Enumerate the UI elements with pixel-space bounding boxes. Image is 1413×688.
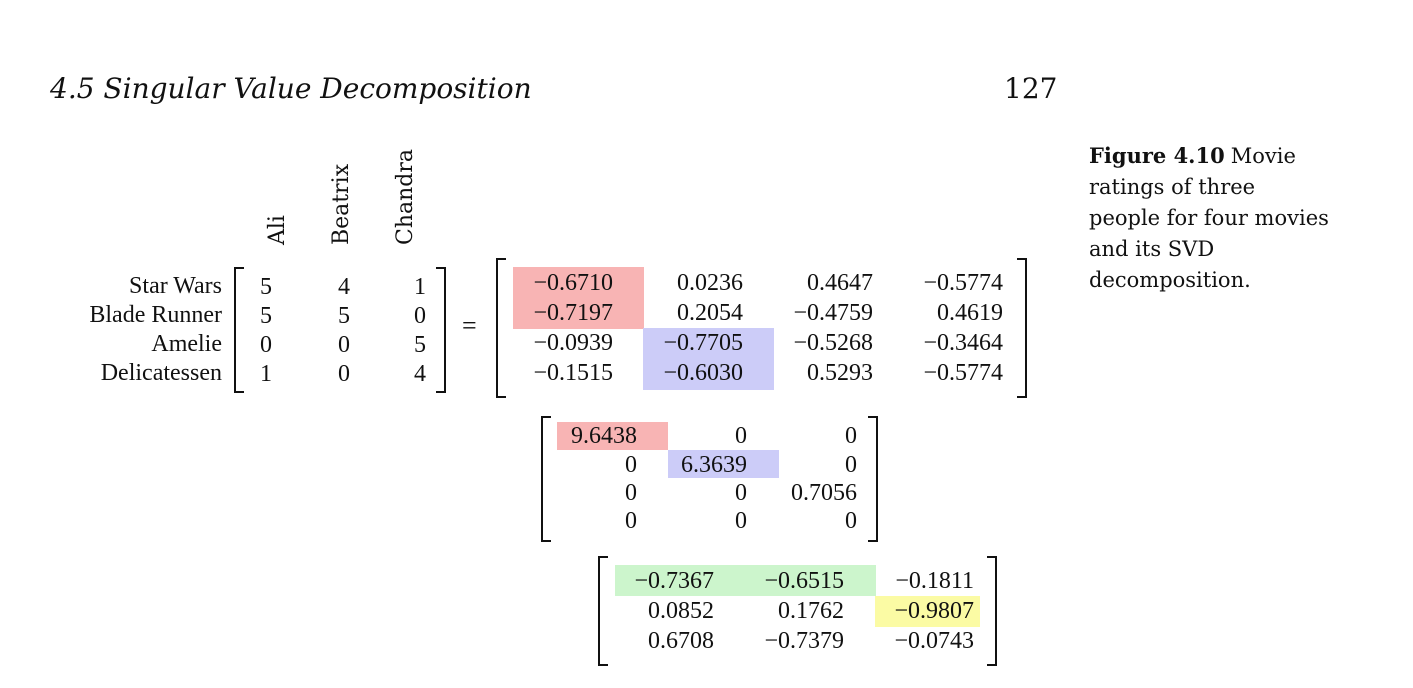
sigma-cell: 0 [845, 452, 857, 478]
u-cell: −0.3464 [923, 330, 1003, 356]
u-cell: −0.0939 [533, 330, 613, 356]
u-cell: −0.7197 [533, 300, 613, 326]
vt-cell: −0.7367 [634, 568, 714, 594]
ratings-cell: 5 [260, 303, 272, 329]
u-cell: −0.5268 [793, 330, 873, 356]
u-cell: 0.2054 [677, 300, 743, 326]
u-cell: 0.0236 [677, 270, 743, 296]
u-cell: 0.4647 [807, 270, 873, 296]
sigma-highlight-red [557, 422, 668, 450]
sigma-cell: 0 [845, 423, 857, 449]
u-cell: −0.6030 [663, 360, 743, 386]
column-header-ali: Ali [265, 215, 290, 245]
sigma-cell: 0 [735, 480, 747, 506]
vt-cell: −0.0743 [894, 628, 974, 654]
row-label-amelie: Amelie [151, 331, 222, 357]
vt-cell: −0.9807 [894, 598, 974, 624]
sigma-cell: 0 [845, 508, 857, 534]
ratings-cell: 5 [338, 303, 350, 329]
ratings-matrix-left-bracket [234, 267, 244, 393]
row-label-star-wars: Star Wars [129, 273, 222, 299]
ratings-matrix-right-bracket [436, 267, 446, 393]
page-number: 127 [1004, 72, 1058, 105]
sigma-cell: 6.3639 [681, 452, 747, 478]
u-cell: −0.5774 [923, 270, 1003, 296]
vt-highlight-green [615, 565, 876, 596]
sigma-cell: 0 [625, 480, 637, 506]
sigma-cell: 9.6438 [571, 423, 637, 449]
ratings-cell: 4 [338, 274, 350, 300]
sigma-cell: 0 [735, 423, 747, 449]
sigma-highlight-blue [668, 450, 779, 478]
ratings-cell: 4 [414, 361, 426, 387]
figure-caption-text: Movie ratings of three people for four m… [1089, 144, 1329, 292]
vt-matrix-left-bracket [598, 556, 608, 666]
ratings-cell: 1 [414, 274, 426, 300]
column-header-chandra: Chandra [393, 148, 418, 245]
u-highlight-blue [643, 328, 774, 390]
sigma-cell: 0 [625, 452, 637, 478]
ratings-cell: 1 [260, 361, 272, 387]
vt-cell: −0.1811 [895, 568, 974, 594]
vt-cell: 0.6708 [648, 628, 714, 654]
row-label-blade-runner: Blade Runner [89, 302, 222, 328]
ratings-cell: 0 [338, 332, 350, 358]
ratings-cell: 0 [414, 303, 426, 329]
sigma-matrix-right-bracket [868, 416, 878, 542]
ratings-cell: 5 [260, 274, 272, 300]
vt-cell: −0.6515 [764, 568, 844, 594]
sigma-cell: 0.7056 [791, 480, 857, 506]
vt-highlight-yellow [875, 596, 980, 627]
u-matrix-right-bracket [1017, 258, 1027, 398]
equals-sign: = [462, 311, 477, 340]
row-label-delicatessen: Delicatessen [100, 360, 222, 386]
figure-label: Figure 4.10 [1089, 143, 1225, 168]
u-matrix-left-bracket [496, 258, 506, 398]
ratings-cell: 5 [414, 332, 426, 358]
column-header-beatrix: Beatrix [329, 163, 354, 245]
sigma-cell: 0 [625, 508, 637, 534]
vt-cell: 0.0852 [648, 598, 714, 624]
sigma-cell: 0 [735, 508, 747, 534]
u-cell: −0.4759 [793, 300, 873, 326]
figure-caption: Figure 4.10 Movie ratings of three people… [1089, 140, 1329, 296]
ratings-cell: 0 [338, 361, 350, 387]
u-cell: 0.4619 [937, 300, 1003, 326]
vt-matrix-right-bracket [987, 556, 997, 666]
vt-cell: 0.1762 [778, 598, 844, 624]
section-title: 4.5 Singular Value Decomposition [50, 72, 532, 105]
ratings-cell: 0 [260, 332, 272, 358]
u-cell: −0.1515 [533, 360, 613, 386]
u-cell: 0.5293 [807, 360, 873, 386]
u-cell: −0.6710 [533, 270, 613, 296]
u-highlight-red [513, 267, 644, 329]
u-cell: −0.5774 [923, 360, 1003, 386]
u-cell: −0.7705 [663, 330, 743, 356]
vt-cell: −0.7379 [764, 628, 844, 654]
sigma-matrix-left-bracket [541, 416, 551, 542]
